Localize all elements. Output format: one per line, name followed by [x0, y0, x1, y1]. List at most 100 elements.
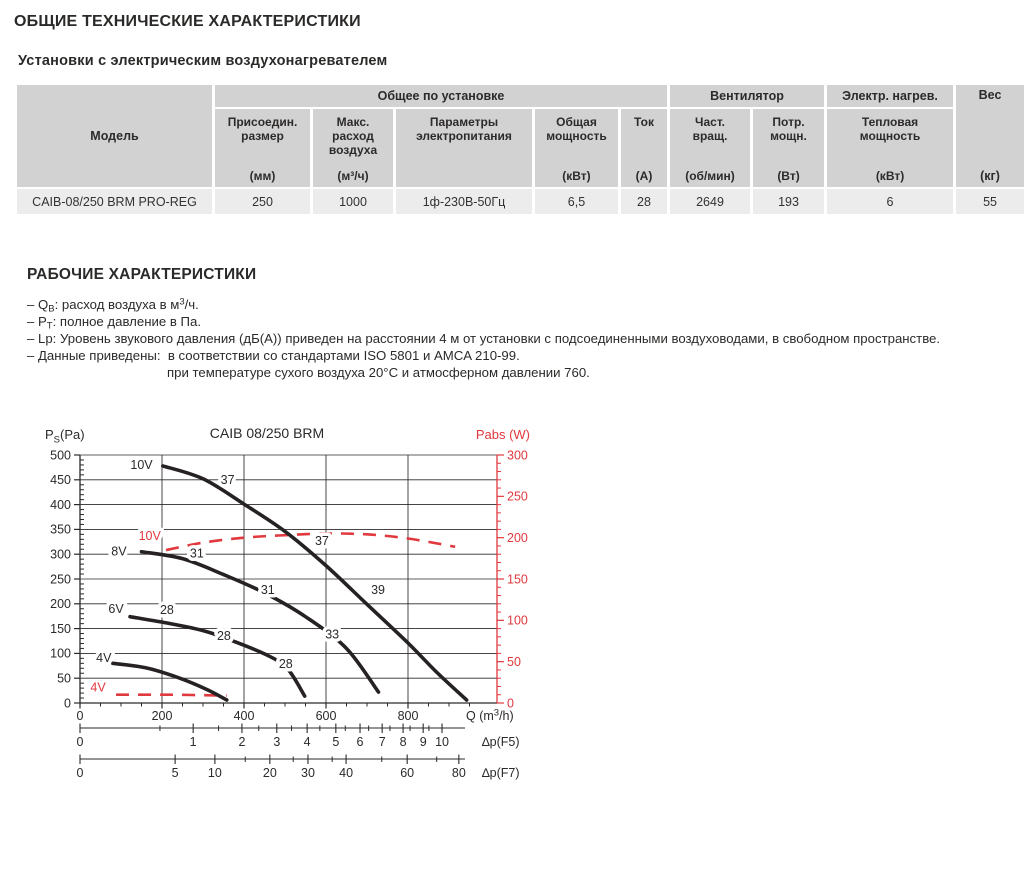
section-subtitle: Установки с электрическим воздухонагрева…	[18, 53, 388, 69]
dp-f7-axis-tick-label: 20	[263, 766, 277, 780]
y-right-tick-label: 50	[507, 655, 521, 669]
power-curve-10v	[165, 532, 456, 552]
curve-label-28: 28	[160, 603, 174, 617]
col-unit: (кВт)	[562, 168, 591, 183]
col-header-7: Тепловая мощность (кВт)	[827, 108, 954, 187]
cell-1: 250	[215, 189, 310, 214]
curve-label-39: 39	[371, 583, 385, 597]
col-unit: (А)	[635, 168, 653, 183]
col-name: Макс. расход воздуха	[328, 114, 378, 158]
col-unit: (Вт)	[777, 168, 800, 183]
note-line: – Данные приведены: в соответствии со ст…	[27, 348, 520, 363]
curve-label-28: 28	[279, 657, 293, 671]
y-right-tick-label: 300	[507, 448, 528, 462]
x-tick-label: 200	[152, 709, 173, 723]
cell-5: 28	[621, 189, 668, 214]
weight-header-name: Вес	[978, 88, 1002, 102]
dp-f5-axis-tick-label: 4	[304, 735, 311, 749]
cell-9: 55	[956, 189, 1025, 214]
curve-label-8v: 8V	[111, 544, 127, 558]
x-tick-label: 600	[316, 709, 337, 723]
dp-f7-axis-tick-label: 30	[301, 766, 315, 780]
y-right-tick-label: 200	[507, 531, 528, 545]
dp-f7-axis-tick-label: 60	[400, 766, 414, 780]
spec-table: Модель Общее по установке Вентилятор Электр…	[14, 83, 1027, 216]
cell-0: CAIB-08/250 BRM PRO-REG	[17, 189, 212, 214]
y-left-tick-label: 50	[57, 672, 71, 686]
y-left-tick-label: 300	[50, 548, 71, 562]
note-line: – QВ: расход воздуха в м3/ч.	[27, 296, 199, 315]
dp-f5-axis-tick-label: 9	[420, 735, 427, 749]
x-axis-label: Q (m3/h)	[466, 708, 514, 724]
col-unit: (мм)	[249, 168, 276, 183]
curve-label-37: 37	[315, 534, 329, 548]
pressure-curve-8v	[139, 549, 381, 694]
curve-label-4v: 4V	[96, 651, 112, 665]
y-left-axis-title: PS(Pa)	[45, 427, 85, 446]
dp-f7-axis-tick-label: 10	[208, 766, 222, 780]
col-name: Потр. мощн.	[770, 114, 807, 143]
col-header-model: Модель	[17, 85, 212, 187]
x-tick-label: 400	[234, 709, 255, 723]
note-line: при температуре сухого воздуха 20°C и ат…	[167, 365, 590, 380]
curve-label-28: 28	[217, 629, 231, 643]
y-left-tick-label: 400	[50, 498, 71, 512]
y-left-tick-label: 100	[50, 647, 71, 661]
group-header-0: Общее по установке	[215, 85, 668, 107]
y-left-tick-label: 450	[50, 473, 71, 487]
col-unit: (кВт)	[875, 168, 905, 183]
col-name: Общая мощность	[546, 114, 607, 143]
dp-f7-axis-tick-label: 5	[172, 766, 179, 780]
y-right-tick-label: 0	[507, 696, 514, 710]
y-left-tick-label: 150	[50, 622, 71, 636]
curve-label-33: 33	[325, 627, 339, 641]
curve-label-31: 31	[261, 583, 275, 597]
col-header-weight: Вес (кг)	[956, 85, 1025, 187]
note-line: – Lp: Уровень звукового давления (дБ(А))…	[27, 331, 941, 346]
y-right-tick-label: 250	[507, 490, 528, 504]
col-unit: (об/мин)	[685, 168, 735, 183]
col-header-2: Параметры электропитания	[396, 108, 532, 187]
note-line: – PТ: полное давление в Па.	[27, 314, 201, 332]
dp-f5-axis-tick-label: 10	[435, 735, 449, 749]
dp-f7-axis-label: ∆p(F7)	[482, 766, 520, 780]
col-unit: (м³/ч)	[337, 168, 369, 183]
cell-2: 1000	[313, 189, 393, 214]
table-row: CAIB-08/250 BRM PRO-REG 250 1000 1ф-230В-50…	[17, 189, 1025, 214]
x-tick-label: 0	[77, 709, 84, 723]
y-left-tick-label: 0	[64, 696, 71, 710]
pressure-curve-4v	[111, 661, 229, 702]
y-left-tick-label: 500	[50, 448, 71, 462]
dp-f5-axis-tick-label: 3	[273, 735, 280, 749]
dp-f5-axis-label: ∆p(F5)	[482, 735, 520, 749]
section-title-operating: РАБОЧИЕ ХАРАКТЕРИСТИКИ	[27, 266, 257, 283]
y-right-axis-title: Pabs (W)	[476, 427, 530, 442]
col-name: Параметры электропитания	[416, 114, 512, 143]
curve-label-37: 37	[221, 473, 235, 487]
dp-f5-axis-tick-label: 2	[238, 735, 245, 749]
y-left-tick-label: 200	[50, 597, 71, 611]
cell-8: 6	[827, 189, 954, 214]
dp-f7-axis-tick-label: 80	[452, 766, 466, 780]
dp-f7-axis-tick-label: 40	[339, 766, 353, 780]
power-curve-4v	[116, 693, 227, 697]
col-header-1: Макс. расход воздуха (м³/ч)	[313, 108, 393, 187]
notes-list: – QВ: расход воздуха в м3/ч. – PТ: полное…	[27, 296, 940, 381]
col-header-5: Част. вращ. (об/мин)	[670, 108, 751, 187]
col-name: Ток	[634, 114, 654, 129]
curve-label-31: 31	[190, 546, 204, 560]
y-right-tick-label: 150	[507, 572, 528, 586]
col-header-4: Ток (А)	[621, 108, 668, 187]
col-name: Присоедин. размер	[227, 114, 298, 143]
group-header-1: Вентилятор	[670, 85, 825, 107]
curve-label-6v: 6V	[108, 602, 124, 616]
cell-7: 193	[753, 189, 825, 214]
cell-4: 6,5	[535, 189, 618, 214]
cell-6: 2649	[670, 189, 751, 214]
pressure-curve-10v	[161, 464, 469, 702]
group-header-2: Электр. нагрев.	[827, 85, 954, 107]
col-header-0: Присоедин. размер (мм)	[215, 108, 310, 187]
fan-curve-chart: 0501001502002503003504004505000501001502…	[45, 425, 530, 780]
col-name: Тепловая мощность	[859, 114, 921, 143]
